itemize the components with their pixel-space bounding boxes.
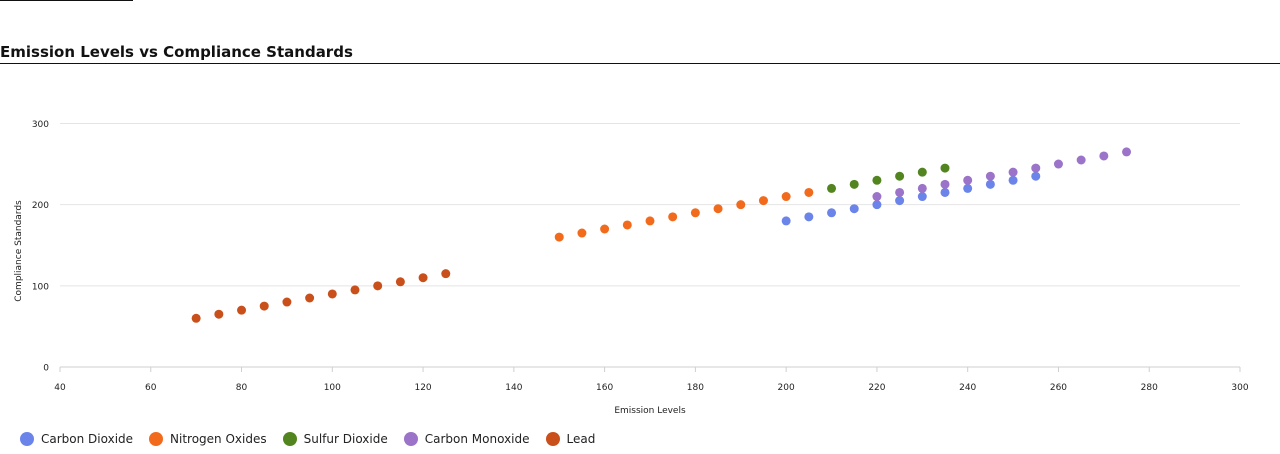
point-lead: [259, 301, 269, 311]
point-carbon-dioxide: [872, 200, 882, 210]
point-carbon-monoxide: [1031, 163, 1041, 173]
chart-legend: Carbon Dioxide Nitrogen Oxides Sulfur Diox…: [20, 430, 595, 448]
chart-title: Emission Levels vs Compliance Standards: [0, 43, 353, 61]
point-lead: [395, 277, 405, 287]
legend-item-carbon-dioxide[interactable]: Carbon Dioxide: [20, 432, 133, 446]
point-carbon-dioxide: [849, 204, 859, 214]
y-tick-label: 100: [32, 282, 49, 292]
legend-swatch: [20, 432, 34, 446]
y-tick-label: 200: [32, 201, 49, 211]
point-lead: [327, 289, 337, 299]
x-tick-label: 100: [324, 383, 341, 393]
point-carbon-monoxide: [963, 175, 973, 185]
x-tick-label: 300: [1231, 383, 1248, 393]
point-lead: [214, 309, 224, 319]
x-tick-label: 120: [414, 383, 431, 393]
x-tick-label: 140: [505, 383, 522, 393]
point-sulfur-dioxide: [827, 183, 837, 193]
legend-item-lead[interactable]: Lead: [545, 432, 596, 446]
point-sulfur-dioxide: [849, 179, 859, 189]
point-carbon-dioxide: [781, 216, 791, 226]
point-nitrogen-oxides: [668, 212, 678, 222]
x-tick-label: 160: [596, 383, 613, 393]
point-lead: [282, 297, 292, 307]
y-axis-title: Compliance Standards: [14, 200, 24, 302]
x-tick-label: 200: [778, 383, 795, 393]
point-lead: [191, 313, 201, 323]
point-nitrogen-oxides: [600, 224, 610, 234]
point-nitrogen-oxides: [713, 204, 723, 214]
point-carbon-monoxide: [1008, 167, 1018, 177]
legend-item-nitrogen-oxides[interactable]: Nitrogen Oxides: [149, 432, 267, 446]
point-carbon-monoxide: [1099, 151, 1109, 161]
point-carbon-monoxide: [1122, 147, 1132, 157]
x-tick-label: 280: [1141, 383, 1158, 393]
x-tick-label: 240: [959, 383, 976, 393]
point-sulfur-dioxide: [895, 171, 905, 181]
legend-swatch: [403, 432, 418, 446]
legend-swatch: [282, 432, 297, 446]
y-tick-label: 300: [32, 120, 49, 130]
y-tick-label: 0: [43, 364, 49, 374]
legend-item-carbon-monoxide[interactable]: Carbon Monoxide: [403, 432, 530, 446]
point-carbon-monoxide: [895, 187, 905, 197]
point-nitrogen-oxides: [577, 228, 587, 238]
title-bar: Emission Levels vs Compliance Standards: [0, 0, 1280, 64]
point-carbon-dioxide: [1031, 171, 1041, 181]
legend-label: Lead: [566, 432, 596, 446]
point-carbon-dioxide: [963, 183, 973, 193]
legend-item-sulfur-dioxide[interactable]: Sulfur Dioxide: [282, 432, 388, 446]
point-nitrogen-oxides: [690, 208, 700, 218]
point-carbon-monoxide: [917, 183, 927, 193]
point-nitrogen-oxides: [622, 220, 632, 230]
point-nitrogen-oxides: [804, 187, 814, 197]
x-tick-label: 220: [868, 383, 885, 393]
point-sulfur-dioxide: [917, 167, 927, 177]
point-carbon-monoxide: [1076, 155, 1086, 165]
point-carbon-dioxide: [1008, 175, 1018, 185]
point-nitrogen-oxides: [781, 192, 791, 202]
x-tick-label: 80: [236, 383, 248, 393]
legend-label: Carbon Monoxide: [424, 432, 530, 446]
point-lead: [441, 269, 451, 279]
point-sulfur-dioxide: [872, 175, 882, 185]
point-carbon-dioxide: [985, 179, 995, 189]
point-carbon-dioxide: [940, 187, 950, 197]
point-nitrogen-oxides: [736, 200, 746, 210]
legend-swatch: [545, 432, 560, 446]
legend-label: Carbon Dioxide: [41, 432, 134, 446]
x-tick-label: 60: [145, 383, 157, 393]
point-carbon-monoxide: [1053, 159, 1063, 169]
header-divider: [0, 0, 133, 1]
point-lead: [237, 305, 247, 315]
point-carbon-monoxide: [940, 179, 950, 189]
point-carbon-dioxide: [804, 212, 814, 222]
point-carbon-dioxide: [827, 208, 837, 218]
point-nitrogen-oxides: [758, 196, 768, 206]
x-tick-label: 260: [1050, 383, 1067, 393]
point-lead: [373, 281, 383, 291]
legend-label: Sulfur Dioxide: [303, 432, 388, 446]
point-nitrogen-oxides: [554, 232, 564, 242]
point-carbon-dioxide: [895, 196, 905, 206]
legend-label: Nitrogen Oxides: [170, 432, 267, 446]
x-tick-label: 40: [54, 383, 66, 393]
point-lead: [350, 285, 360, 295]
point-nitrogen-oxides: [645, 216, 655, 226]
point-sulfur-dioxide: [940, 163, 950, 173]
point-carbon-monoxide: [985, 171, 995, 181]
point-carbon-monoxide: [872, 192, 882, 202]
point-carbon-dioxide: [917, 192, 927, 202]
legend-swatch: [149, 432, 164, 446]
point-lead: [418, 273, 428, 283]
point-lead: [305, 293, 315, 303]
x-axis-title: Emission Levels: [614, 406, 686, 416]
x-tick-label: 180: [687, 383, 704, 393]
